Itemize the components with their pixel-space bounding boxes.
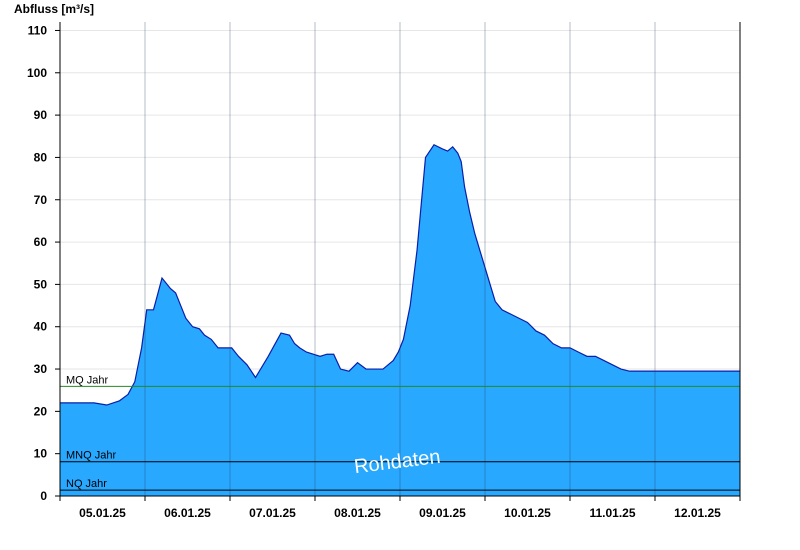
y-axis-label: Abfluss [m³/s] <box>14 2 94 16</box>
axis-layer: 0 10 20 30 40 50 60 70 80 90 100 110 05.01.25 06.01.2… <box>27 22 741 520</box>
y-tick-label-50: 50 <box>34 277 48 291</box>
x-tick-label-3: 08.01.25 <box>334 506 381 520</box>
y-tick-label-90: 90 <box>34 108 48 122</box>
y-tick-label-10: 10 <box>34 447 48 461</box>
vertical-grid-layer <box>144 22 656 496</box>
y-tick-label-70: 70 <box>34 193 48 207</box>
x-tick-label-6: 11.01.25 <box>589 506 635 520</box>
y-tick-label-0: 0 <box>40 489 47 503</box>
y-tick-label-110: 110 <box>28 23 48 37</box>
series-0-line <box>60 143 740 406</box>
y-tick-label-40: 40 <box>34 320 48 334</box>
reference-line-label-2: NQ Jahr <box>66 478 107 490</box>
x-tick-label-1: 06.01.25 <box>164 506 211 520</box>
y-tick-label-60: 60 <box>34 235 48 249</box>
reference-line-label-0: MQ Jahr <box>66 374 109 386</box>
reference-line-label-1: MNQ Jahr <box>66 450 116 462</box>
x-tick-label-0: 05.01.25 <box>79 506 126 520</box>
y-tick-label-100: 100 <box>27 66 47 80</box>
y-tick-label-80: 80 <box>34 150 48 164</box>
y-tick-label-30: 30 <box>34 362 48 376</box>
x-tick-label-4: 09.01.25 <box>419 506 466 520</box>
reference-lines-layer: MQ Jahr MNQ Jahr NQ Jahr <box>60 374 740 491</box>
x-tick-label-7: 12.01.25 <box>674 506 721 520</box>
y-tick-label-20: 20 <box>34 404 48 418</box>
x-tick-label-2: 07.01.25 <box>249 506 296 520</box>
x-tick-label-5: 10.01.25 <box>504 506 551 520</box>
